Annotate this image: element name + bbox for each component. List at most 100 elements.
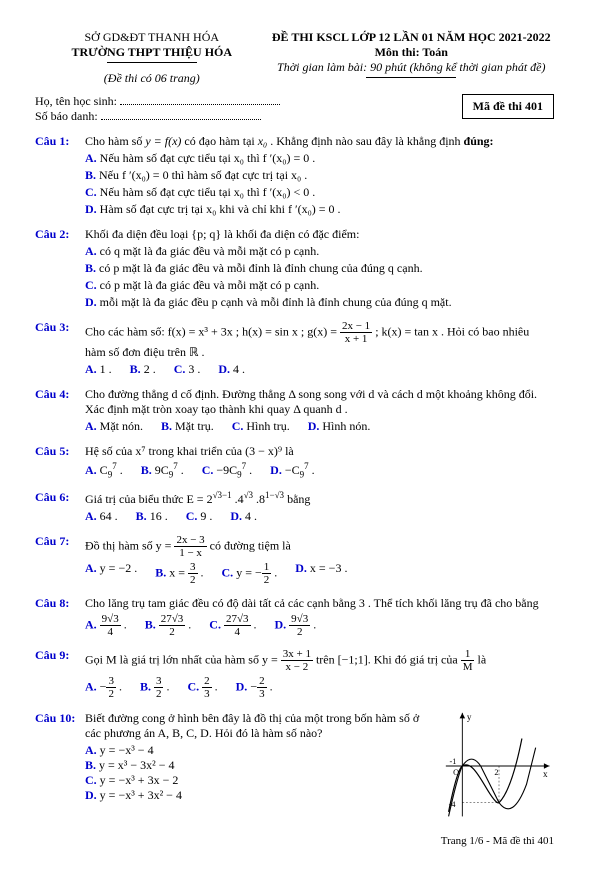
q2-D: D. mỗi mặt là đa giác đều p cạnh và mỗi …: [85, 295, 554, 310]
header-left: SỞ GD&ĐT THANH HÓA TRƯỜNG THPT THIỆU HÓA…: [35, 30, 269, 86]
q6-choices: A. 64 . B. 16 . C. 9 . D. 4 .: [85, 509, 554, 524]
q6-C: C. 9 .: [186, 509, 213, 524]
exam-code-box: Mã đề thi 401: [462, 94, 554, 119]
q10-C-text: y = −x³ + 3x − 2: [100, 773, 179, 787]
name-label: Họ, tên học sinh:: [35, 94, 117, 108]
q2-A: A. có q mặt là đa giác đều và mỗi mặt có…: [85, 244, 554, 259]
q9-text-c: là: [477, 652, 486, 666]
x-axis-label: x: [543, 769, 548, 779]
q5-choices: A. C97 . B. 9C97 . C. −9C97 . D. −C97 .: [85, 461, 554, 479]
x-tick-neg1: -1: [450, 757, 457, 766]
q3-B: B. 2 .: [130, 362, 156, 377]
q7-A-text: y = −2 .: [100, 561, 138, 575]
q10-D: D. y = −x³ + 3x² − 4: [85, 788, 235, 803]
q1-C: C. Nếu hàm số đạt cực tiểu tại x₀ thì f …: [85, 185, 554, 200]
q5-label: Câu 5:: [35, 444, 85, 479]
q1-text-a: Cho hàm số: [85, 134, 145, 148]
q7-D-text: x = −3 .: [310, 561, 348, 575]
question-5: Câu 5: Hệ số của x⁷ trong khai triển của…: [35, 444, 554, 479]
q10-A-text: y = −x³ − 4: [100, 743, 154, 757]
q4-choices: A. Mặt nón. B. Mặt trụ. C. Hình trụ. D. …: [85, 419, 554, 434]
q3-C: C. 3 .: [174, 362, 201, 377]
q1-text-d: đúng:: [464, 134, 494, 148]
question-6: Câu 6: Giá trị của biểu thức E = 2√3−1 .…: [35, 490, 554, 524]
q1-body: Cho hàm số y = f(x) có đạo hàm tại x₀ . …: [85, 134, 554, 217]
q4-C: C. Hình trụ.: [232, 419, 290, 434]
q8-text: Cho lăng trụ tam giác đều có độ dài tất …: [85, 596, 539, 610]
q6-D: D. 4 .: [230, 509, 257, 524]
q3-body: Cho các hàm số: f(x) = x³ + 3x ; h(x) = …: [85, 320, 554, 377]
q9-D: D. −23 .: [236, 675, 273, 700]
q10-C: C. y = −x³ + 3x − 2: [85, 773, 235, 788]
q6-text-d: bằng: [287, 492, 310, 506]
q4-D: D. Hình nón.: [308, 419, 371, 434]
q10-B-text: y = x³ − 3x² − 4: [99, 758, 175, 772]
q6-text-a: Giá trị của biểu thức E = 2: [85, 492, 213, 506]
q4-label: Câu 4:: [35, 387, 85, 434]
q6-C-text: 9 .: [200, 509, 212, 523]
q2-A-text: có q mặt là đa giác đều và mỗi mặt có p …: [100, 244, 320, 258]
q9-choices: A. −32 . B. 32 . C. 23 . D. −23 .: [85, 675, 554, 700]
page-count-note: (Đề thi có 06 trang): [35, 71, 269, 86]
q6-text-c: .8: [256, 492, 265, 506]
q3-text-b: ; k(x) = tan x . Hỏi có bao nhiêu: [375, 324, 529, 338]
q5-text: Hệ số của x⁷ trong khai triển của (3 − x…: [85, 444, 294, 458]
q4-A: A. Mặt nón.: [85, 419, 143, 434]
q7-body: Đồ thị hàm số y = 2x − 31 − x có đường t…: [85, 534, 554, 586]
question-10: Câu 10: y x O 2 -4 -1 Biết đường cong ở …: [35, 711, 554, 821]
question-8: Câu 8: Cho lăng trụ tam giác đều có độ d…: [35, 596, 554, 638]
q7-text-a: Đồ thị hàm số y =: [85, 538, 174, 552]
q2-body: Khối đa diện đều loại {p; q} là khối đa …: [85, 227, 554, 310]
q8-choices: A. 9√34 . B. 27√32 . C. 27√34 . D. 9√32 …: [85, 613, 554, 638]
q8-label: Câu 8:: [35, 596, 85, 638]
duration-line: Thời gian làm bài: 90 phút (không kể thờ…: [269, 60, 554, 75]
q3-text-a: Cho các hàm số: f(x) = x³ + 3x ; h(x) = …: [85, 324, 340, 338]
underline: [107, 62, 197, 63]
q4-B-text: Mặt trụ.: [175, 419, 214, 433]
q7-text-b: có đường tiệm là: [210, 538, 291, 552]
q9-label: Câu 9:: [35, 648, 85, 700]
q6-body: Giá trị của biểu thức E = 2√3−1 .4√3 .81…: [85, 490, 554, 524]
q5-C: C. −9C97 .: [202, 461, 252, 479]
q4-D-text: Hình nón.: [322, 419, 370, 433]
q2-B: B. có p mặt là đa giác đều và mỗi đỉnh l…: [85, 261, 554, 276]
id-label: Số báo danh:: [35, 109, 98, 123]
subject-line: Môn thi: Toán: [269, 45, 554, 60]
q3-D: D. 4 .: [218, 362, 245, 377]
q1-B: B. Nếu f ′(x₀) = 0 thì hàm số đạt cực tr…: [85, 168, 554, 183]
q10-B: B. y = x³ − 3x² − 4: [85, 758, 235, 773]
q10-label: Câu 10:: [35, 711, 85, 821]
q7-D: D. x = −3 .: [295, 561, 347, 586]
q1-text-c: . Khẳng định nào sau đây là khẳng định: [270, 134, 463, 148]
question-2: Câu 2: Khối đa diện đều loại {p; q} là k…: [35, 227, 554, 310]
q7-choices: A. y = −2 . B. x = 32 . C. y = −12 . D. …: [85, 561, 554, 586]
q6-A: A. 64 .: [85, 509, 118, 524]
y-axis-label: y: [467, 712, 472, 722]
q7-B: B. x = 32 .: [155, 561, 203, 586]
id-field: [101, 109, 261, 120]
q4-body: Cho đường thẳng d cố định. Đường thẳng Δ…: [85, 387, 554, 434]
q2-B-text: có p mặt là đa giác đều và mỗi đỉnh là đ…: [99, 261, 423, 275]
q1-B-text: Nếu f ′(x₀) = 0 thì hàm số đạt cực trị t…: [99, 168, 307, 182]
question-1: Câu 1: Cho hàm số y = f(x) có đạo hàm tạ…: [35, 134, 554, 217]
name-field: [120, 94, 280, 105]
q10-choices: A. y = −x³ − 4 B. y = x³ − 3x² − 4 C. y …: [85, 743, 405, 803]
q10-text: Biết đường cong ở hình bên đây là đồ thị…: [85, 711, 419, 740]
q6-B: B. 16 .: [136, 509, 168, 524]
q8-A: A. 9√34 .: [85, 613, 127, 638]
q2-D-text: mỗi mặt là đa giác đều p cạnh và mỗi đỉn…: [100, 295, 452, 309]
q2-label: Câu 2:: [35, 227, 85, 310]
q6-D-text: 4 .: [245, 509, 257, 523]
q1-C-text: Nếu hàm số đạt cực tiểu tại x₀ thì f ′(x…: [100, 185, 316, 199]
question-4: Câu 4: Cho đường thẳng d cố định. Đường …: [35, 387, 554, 434]
x-tick-2: 2: [494, 768, 498, 777]
q5-D: D. −C97 .: [270, 461, 314, 479]
q5-A: A. C97 .: [85, 461, 123, 479]
info-row: Họ, tên học sinh: Số báo danh: Mã đề thi…: [35, 94, 554, 124]
header-right: ĐỀ THI KSCL LỚP 12 LẦN 01 NĂM HỌC 2021-2…: [269, 30, 554, 86]
q4-text: Cho đường thẳng d cố định. Đường thẳng Δ…: [85, 387, 537, 416]
q7-A: A. y = −2 .: [85, 561, 137, 586]
q1-D: D. Hàm số đạt cực trị tại x₀ khi và chỉ …: [85, 202, 554, 217]
q4-C-text: Hình trụ.: [246, 419, 289, 433]
q6-label: Câu 6:: [35, 490, 85, 524]
